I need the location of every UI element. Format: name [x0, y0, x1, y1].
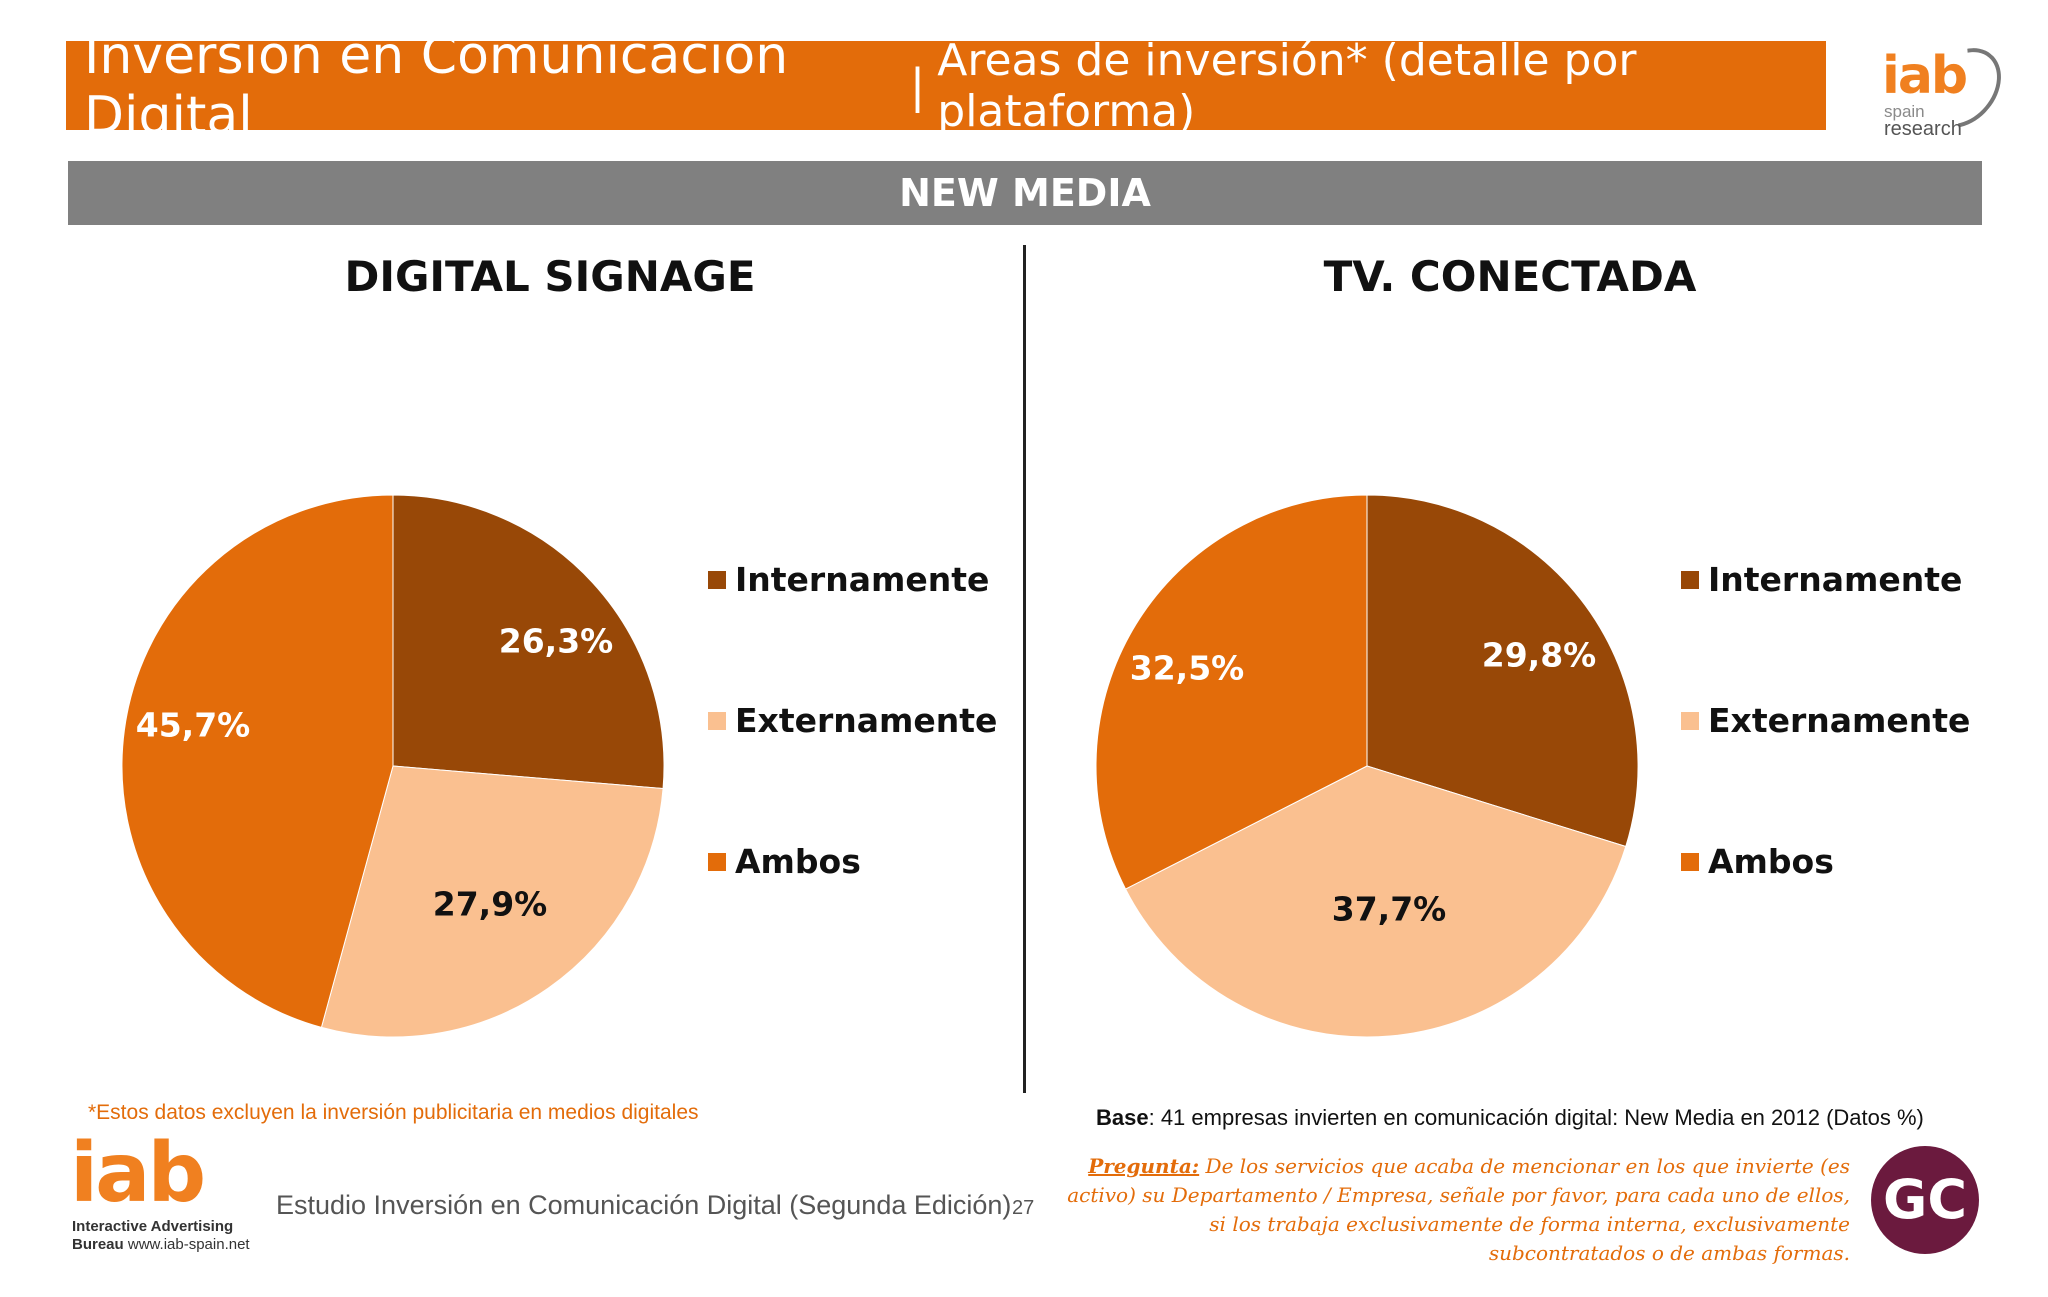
pie-slice-internamente	[1366, 494, 1639, 848]
slice-label-internamente: 26,3%	[499, 622, 614, 661]
footnote: *Estos datos excluyen la inversión publi…	[88, 1101, 699, 1124]
legend-swatch-externamente	[708, 711, 726, 730]
legend-item-internamente: Internamente	[1681, 560, 1962, 599]
legend-swatch-internamente	[708, 570, 726, 589]
page-number: 27	[1012, 1197, 1035, 1219]
legend-swatch-ambos	[1681, 852, 1699, 871]
legend-label-externamente: Externamente	[735, 701, 998, 740]
slice-label-ambos: 45,7%	[136, 706, 251, 745]
iab-logo-text: iab	[70, 1126, 206, 1221]
title-separator: |	[909, 58, 926, 113]
page-subtitle: Áreas de inversión* (detalle por platafo…	[937, 34, 1637, 137]
base-text: : 41 empresas invierten en comunicación …	[1148, 1105, 1924, 1130]
section-header: NEW MEDIA	[68, 161, 1982, 225]
iab-logo-line2: Bureau www.iab-spain.net	[72, 1236, 250, 1253]
iab-logo-bureau: Bureau	[72, 1236, 124, 1253]
slice-label-externamente: 37,7%	[1332, 890, 1447, 929]
legend-label-ambos: Ambos	[1708, 842, 1834, 881]
iab-logo: iab Interactive Advertising Bureau www.i…	[70, 1126, 310, 1260]
gc-logo: GC	[1871, 1146, 1979, 1254]
question-text: De los servicios que acaba de mencionar …	[1067, 1154, 1850, 1265]
slice-label-externamente: 27,9%	[433, 885, 548, 924]
pie-chart-digital-signage: 26,3% 27,9% 45,7%	[121, 494, 665, 1038]
chart-title-tv-conectada: TV. CONECTADA	[1323, 252, 1697, 301]
legend-item-internamente: Internamente	[708, 560, 989, 599]
legend-swatch-externamente	[1681, 711, 1699, 730]
iab-logo-line1: Interactive Advertising	[72, 1218, 234, 1235]
legend-item-ambos: Ambos	[708, 842, 861, 881]
logo-spain-text: spain	[1884, 102, 1925, 121]
page-title: Inversión en Comunicación Digital	[84, 25, 789, 146]
legend-item-ambos: Ambos	[1681, 842, 1834, 881]
legend-label-internamente: Internamente	[1708, 560, 1963, 599]
iab-logo-url: www.iab-spain.net	[123, 1236, 250, 1253]
pie-slice-internamente	[392, 494, 665, 790]
title-bar: Inversión en Comunicación Digital | Área…	[66, 26, 1826, 146]
pie-slice-ambos	[1095, 494, 1368, 890]
slice-label-internamente: 29,8%	[1482, 636, 1597, 675]
legend-swatch-ambos	[708, 852, 726, 871]
legend-item-externamente: Externamente	[708, 701, 997, 740]
chart-title-digital-signage: DIGITAL SIGNAGE	[344, 252, 756, 301]
legend-label-internamente: Internamente	[735, 560, 990, 599]
chart-divider	[1023, 245, 1026, 1093]
question-note: Pregunta: De los servicios que acaba de …	[1050, 1152, 1850, 1268]
legend-label-ambos: Ambos	[735, 842, 861, 881]
legend-label-externamente: Externamente	[1708, 701, 1971, 740]
legend-swatch-internamente	[1681, 570, 1699, 589]
question-label: Pregunta:	[1088, 1154, 1200, 1178]
study-title: Estudio Inversión en Comunicación Digita…	[276, 1190, 1012, 1220]
iab-research-logo: iab spain research	[1870, 33, 2017, 143]
pie-slice-ambos	[121, 494, 394, 1028]
legend-item-externamente: Externamente	[1681, 701, 1970, 740]
logo-research-text: research	[1884, 118, 1962, 140]
slice-label-ambos: 32,5%	[1130, 649, 1245, 688]
logo-iab-text: iab	[1882, 46, 1968, 106]
pie-slice-externamente	[1124, 765, 1627, 1038]
pie-slice-externamente	[320, 765, 664, 1038]
base-note: Base: 41 empresas invierten en comunicac…	[1096, 1105, 1924, 1131]
pie-chart-tv-conectada: 29,8% 37,7% 32,5%	[1095, 494, 1639, 1038]
base-label: Base	[1096, 1105, 1149, 1130]
